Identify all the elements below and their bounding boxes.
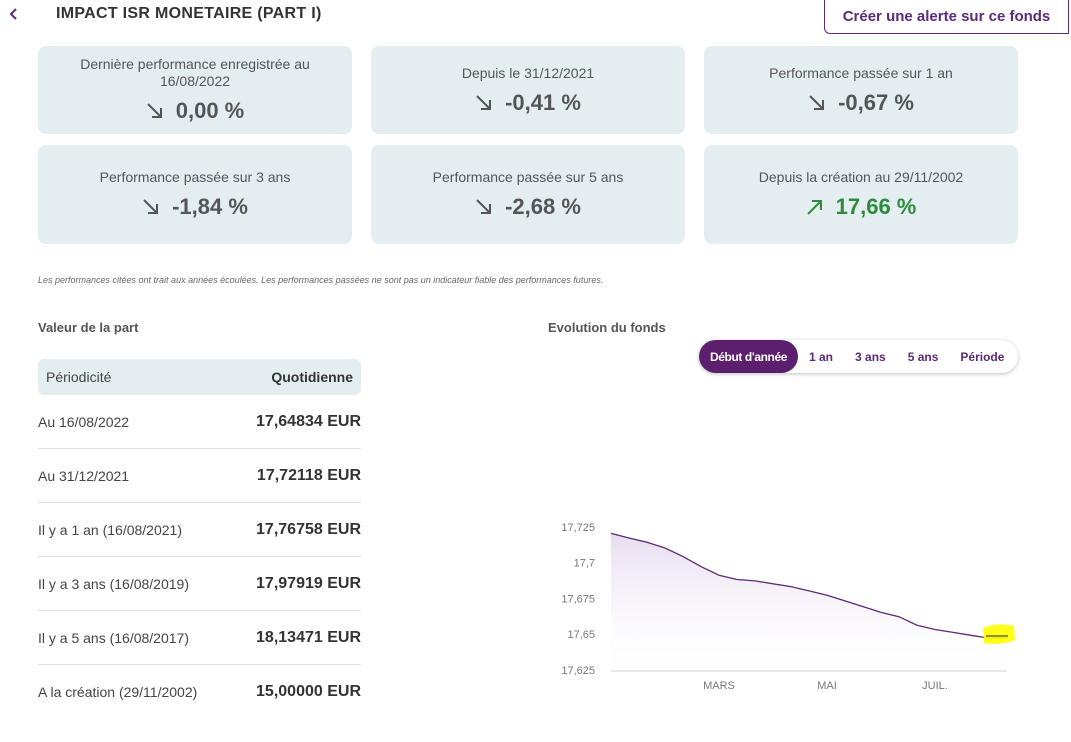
period-button[interactable]: 3 ans bbox=[855, 349, 886, 364]
trend-icon bbox=[476, 199, 492, 214]
card-value-row: -0,67 % bbox=[808, 90, 914, 116]
y-tick-label: 17,7 bbox=[574, 558, 595, 570]
card-value: -1,84 % bbox=[172, 194, 248, 219]
table-row: Il y a 5 ans (16/08/2017) 18,13471 EUR bbox=[38, 611, 361, 665]
header-cell: Périodicité bbox=[46, 369, 112, 385]
row-value: 17,76758 EUR bbox=[256, 520, 361, 538]
trend-icon bbox=[806, 200, 822, 215]
area bbox=[611, 533, 1007, 671]
trend-icon bbox=[809, 94, 825, 110]
trend-icon bbox=[143, 199, 159, 214]
row-label: Il y a 5 ans (16/08/2017) bbox=[38, 629, 189, 646]
card-value: -0,67 % bbox=[838, 89, 914, 115]
y-tick-label: 17,625 bbox=[561, 665, 595, 677]
row-value: 17,64834 EUR bbox=[256, 412, 361, 430]
performance-card: Performance passée sur 5 ans -2,68 % bbox=[371, 145, 685, 244]
row-label: A la création (29/11/2002) bbox=[38, 684, 198, 700]
card-value: -0,41 % bbox=[505, 89, 581, 115]
table-header: Périodicité Quotidienne bbox=[38, 359, 361, 395]
card-value: 17,66 % bbox=[835, 194, 917, 219]
period-button[interactable]: Début d'année bbox=[699, 340, 798, 373]
card-value-row: -0,41 % bbox=[475, 90, 581, 116]
card-label: Performance passée sur 3 ans bbox=[99, 169, 291, 185]
line bbox=[610, 532, 1008, 639]
card-label: Performance passée sur 5 ans bbox=[432, 169, 624, 185]
table-row: Au 31/12/2021 17,72118 EUR bbox=[38, 449, 361, 503]
card-value-row: -1,84 % bbox=[142, 194, 248, 220]
x-tick-label: MARS bbox=[703, 680, 735, 692]
card-value-row: 0,00 % bbox=[146, 98, 245, 124]
table-row: A la création (29/11/2002) 15,00000 EUR bbox=[38, 665, 361, 719]
card-value-row: 17,66 % bbox=[806, 194, 917, 220]
table-row: Il y a 3 ans (16/08/2019) 17,97919 EUR bbox=[38, 557, 361, 611]
performance-card: Depuis la création au 29/11/2002 17,66 % bbox=[704, 145, 1018, 244]
back-button[interactable] bbox=[6, 6, 22, 22]
performance-card: Performance passée sur 3 ans -1,84 % bbox=[38, 145, 352, 244]
performance-card: Performance passée sur 1 an -0,67 % bbox=[704, 46, 1018, 134]
page-title: IMPACT ISR MONETAIRE (PART I) bbox=[56, 5, 322, 22]
row-label: Au 16/08/2022 bbox=[38, 413, 130, 430]
row-label: Il y a 1 an (16/08/2021) bbox=[38, 521, 182, 538]
y-tick-label: 17,675 bbox=[561, 593, 595, 605]
card-value-row: -2,68 % bbox=[475, 194, 581, 220]
card-value: -2,68 % bbox=[505, 194, 581, 219]
row-value: 17,97919 EUR bbox=[256, 574, 361, 592]
table-row: Au 16/08/2022 17,64834 EUR bbox=[38, 395, 361, 449]
header-cell: Quotidienne bbox=[271, 369, 353, 385]
chart: 17,625 17,65 17,675 17,7 17,725 MARS MAI JUIL. bbox=[561, 522, 1015, 692]
period-button[interactable]: 1 an bbox=[809, 349, 834, 364]
x-tick-label: JUIL. bbox=[922, 680, 948, 692]
y-tick-label: 17,65 bbox=[567, 629, 595, 641]
period-button[interactable]: 5 ans bbox=[907, 349, 939, 364]
row-label: Au 31/12/2021 bbox=[38, 467, 130, 484]
row-label: Il y a 3 ans (16/08/2019) bbox=[38, 575, 189, 592]
card-label: Depuis le 31/12/2021 bbox=[461, 64, 595, 81]
performance-card: Depuis le 31/12/2021 -0,41 % bbox=[371, 46, 685, 134]
x-tick-label: MAI bbox=[817, 680, 837, 692]
period-selector: Début d'année 1 an 3 ans 5 ans Période bbox=[699, 340, 1018, 373]
trend-icon bbox=[147, 103, 162, 118]
table-row: Il y a 1 an (16/08/2021) 17,76758 EUR bbox=[38, 503, 361, 557]
disclaimer: Les performances citées ont trait aux an… bbox=[38, 275, 604, 285]
row-value: 15,00000 EUR bbox=[256, 683, 361, 700]
highlight bbox=[983, 624, 1015, 644]
period-button[interactable]: Période bbox=[960, 349, 1005, 364]
card-label: Performance passée sur 1 an bbox=[769, 64, 953, 81]
table-title: Valeur de la part bbox=[38, 320, 139, 335]
card-value: 0,00 % bbox=[175, 98, 245, 123]
trend-icon bbox=[476, 94, 492, 110]
card-label: Depuis la création au 29/11/2002 bbox=[758, 169, 964, 185]
create-alert-button[interactable]: Créer une alerte sur ce fonds bbox=[824, 0, 1069, 34]
row-value: 18,13471 EUR bbox=[256, 628, 361, 646]
card-label: Dernière performance enregistrée au 16/0… bbox=[80, 56, 310, 89]
row-value: 17,72118 EUR bbox=[256, 466, 361, 484]
chart-title: Evolution du fonds bbox=[548, 320, 666, 335]
performance-card: Dernière performance enregistrée au 16/0… bbox=[38, 46, 352, 134]
y-tick-label: 17,725 bbox=[561, 522, 595, 534]
